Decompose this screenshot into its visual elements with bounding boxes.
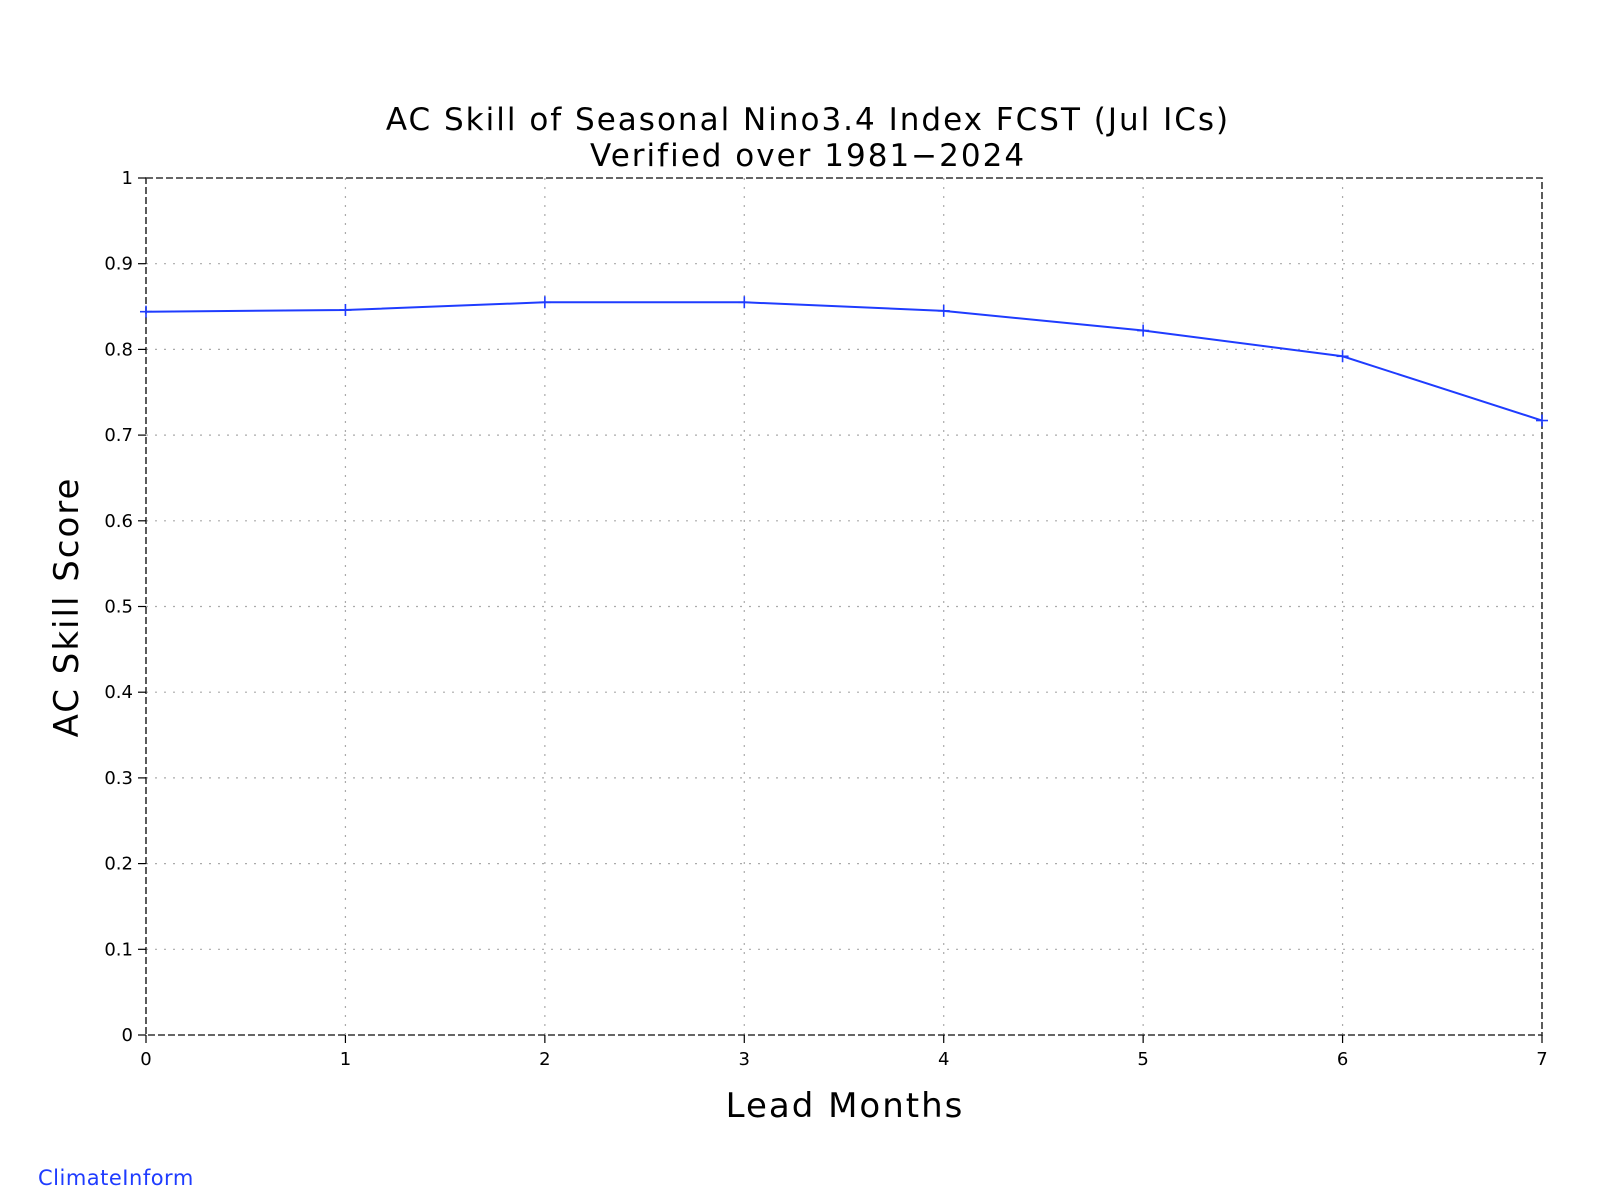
series-markers	[140, 296, 1548, 427]
y-tick-label: 0	[122, 1025, 133, 1046]
series-line	[145, 301, 1543, 422]
y-tick-label: 0.2	[104, 854, 133, 875]
x-tick-label: 5	[1137, 1049, 1148, 1070]
data-point	[140, 305, 152, 318]
y-tick-label: 0.5	[104, 597, 133, 618]
y-tick-label: 0.9	[104, 254, 133, 275]
data-point	[738, 296, 751, 309]
y-tick-label: 0.6	[104, 511, 133, 532]
y-tick-label: 0.3	[104, 768, 133, 789]
data-point	[339, 303, 352, 316]
chart-subtitle: Verified over 1981−2024	[590, 138, 1026, 174]
y-tick-label: 0.8	[104, 339, 133, 360]
chart-title: AC Skill of Seasonal Nino3.4 Index FCST …	[386, 102, 1230, 138]
data-point	[1336, 350, 1349, 363]
x-ticks: 0 1 2 3 4 5 6 7	[140, 1035, 1548, 1070]
data-point	[937, 304, 950, 317]
watermark: ClimateInform	[38, 1166, 194, 1190]
y-tick-label: 0.7	[104, 425, 133, 446]
x-tick-label: 2	[539, 1049, 550, 1070]
x-tick-label: 3	[739, 1049, 750, 1070]
y-tick-label: 0.4	[104, 682, 133, 703]
x-tick-label: 0	[140, 1049, 151, 1070]
y-tick-label: 0.1	[104, 939, 133, 960]
plot-frame	[145, 177, 1543, 1036]
y-axis-label: AC Skill Score	[47, 477, 87, 738]
y-tick-label: 1	[122, 168, 133, 189]
x-tick-label: 7	[1536, 1049, 1547, 1070]
data-point	[538, 296, 551, 309]
x-tick-label: 4	[938, 1049, 949, 1070]
x-tick-label: 6	[1337, 1049, 1348, 1070]
data-point	[1137, 324, 1150, 337]
data-point	[1536, 414, 1548, 427]
x-axis-label: Lead Months	[726, 1086, 965, 1126]
x-tick-label: 1	[340, 1049, 351, 1070]
y-ticks: 0 0.1 0.2 0.3 0.4 0.5 0.6 0.7 0.8 0.9 1	[104, 168, 146, 1046]
